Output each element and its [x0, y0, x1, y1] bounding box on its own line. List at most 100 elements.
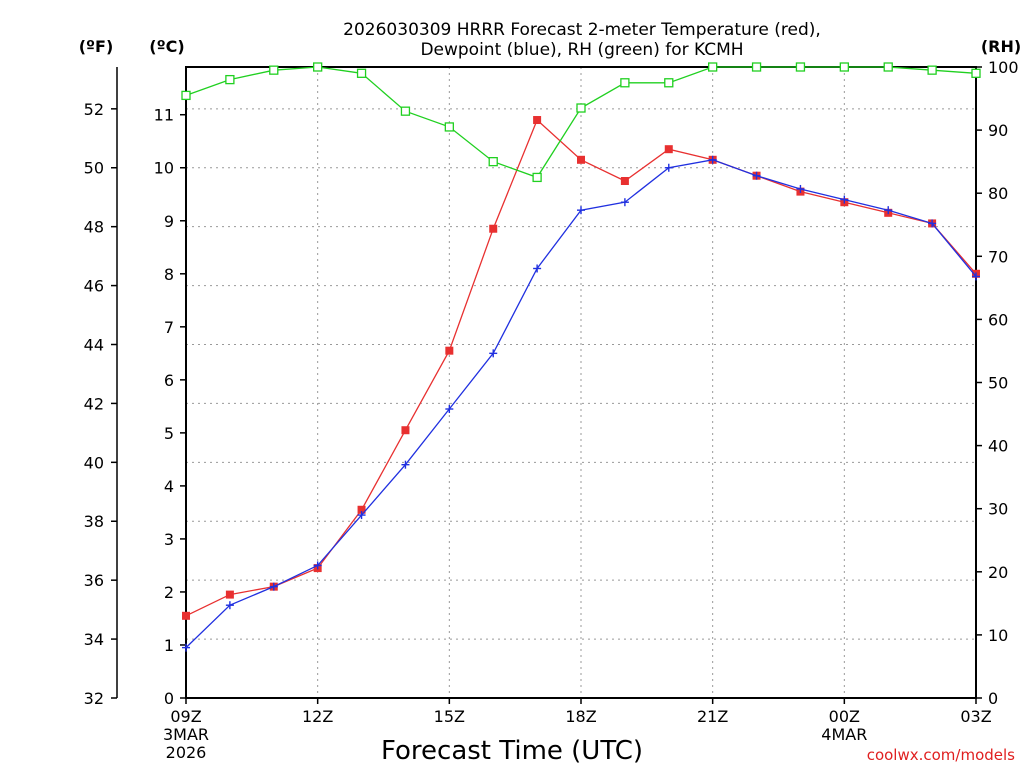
rh-point: [883, 62, 893, 72]
series-group: [181, 62, 981, 652]
dewpoint-point: [840, 195, 849, 204]
credit-text: coolwx.com/models: [867, 746, 1015, 764]
rh-point: [488, 156, 498, 167]
rh-point: [444, 122, 454, 132]
x-date-label: 4MAR: [821, 725, 867, 744]
fahrenheit-tick-label: 36: [84, 571, 104, 590]
fahrenheit-tick-label: 48: [84, 218, 104, 237]
fahrenheit-unit-label: (ºF): [79, 37, 114, 56]
dewpoint-point: [884, 206, 893, 215]
temperature-point: [182, 611, 190, 620]
rh-point: [971, 68, 981, 78]
rh-tick-label: 100: [988, 58, 1019, 77]
fahrenheit-tick-label: 40: [84, 453, 104, 472]
x-year-label: 2026: [166, 743, 207, 762]
x-tick-label: 15Z: [434, 707, 465, 726]
celsius-tick-label: 11: [154, 106, 174, 125]
dewpoint-point: [708, 155, 717, 164]
rh-point: [664, 78, 674, 88]
x-tick-label: 21Z: [697, 707, 728, 726]
fahrenheit-tick-label: 38: [84, 512, 104, 531]
x-tick-label: 03Z: [960, 707, 991, 726]
dewpoint-point: [489, 349, 498, 358]
rh-point: [708, 62, 718, 72]
celsius-tick-label: 0: [164, 689, 174, 708]
x-axis-label: Forecast Time (UTC): [381, 736, 643, 766]
fahrenheit-tick-label: 52: [84, 100, 104, 119]
rh-unit-label: (RH): [981, 37, 1021, 56]
x-tick-label: 09Z: [170, 707, 201, 726]
temperature-point: [401, 426, 410, 435]
chart-title-line2: Dewpoint (blue), RH (green) for KCMH: [420, 40, 743, 60]
rh-tick-label: 80: [988, 184, 1008, 203]
fahrenheit-tick-label: 32: [84, 689, 104, 708]
dewpoint-point: [664, 163, 673, 172]
rh-point: [927, 65, 937, 75]
celsius-tick-label: 3: [164, 530, 174, 549]
fahrenheit-tick-label: 42: [84, 394, 104, 413]
temperature-point: [445, 346, 454, 355]
celsius-tick-label: 10: [154, 159, 174, 178]
dewpoint-point: [269, 582, 278, 591]
rh-point: [751, 62, 762, 72]
dewpoint-point: [796, 184, 805, 193]
rh-point: [225, 74, 235, 85]
celsius-tick-label: 1: [164, 636, 174, 655]
chart-title-line1: 2026030309 HRRR Forecast 2-meter Tempera…: [343, 20, 821, 40]
rh-tick-label: 40: [988, 437, 1008, 456]
celsius-unit-label: (ºC): [149, 37, 184, 56]
x-tick-label: 18Z: [565, 707, 596, 726]
rh-tick-label: 10: [988, 626, 1008, 645]
dewpoint-point: [577, 206, 585, 215]
temperature-point: [533, 116, 542, 125]
rh-tick-label: 0: [988, 689, 998, 708]
x-date-label: 3MAR: [163, 725, 209, 744]
celsius-tick-label: 6: [164, 371, 174, 390]
dewpoint-point: [972, 272, 980, 281]
rh-tick-label: 70: [988, 247, 1008, 266]
dewpoint-point: [357, 511, 366, 520]
rh-point: [356, 68, 367, 78]
celsius-tick-label: 9: [164, 212, 174, 231]
axes: 3234363840424446485052012345678910110102…: [84, 58, 1019, 762]
fahrenheit-tick-label: 50: [84, 159, 104, 178]
rh-point: [795, 62, 806, 72]
plot-frame: [185, 66, 977, 699]
fahrenheit-tick-label: 44: [84, 335, 104, 354]
dewpoint-point: [533, 264, 542, 273]
rh-tick-label: 90: [988, 121, 1008, 140]
rh-tick-label: 50: [988, 374, 1008, 393]
temperature-point: [664, 145, 673, 154]
dewpoint-point: [752, 171, 761, 180]
celsius-tick-label: 5: [164, 424, 174, 443]
temperature-point: [489, 224, 498, 233]
dewpoint-point: [620, 198, 629, 207]
celsius-tick-label: 4: [164, 477, 174, 496]
rh-point: [839, 62, 849, 72]
rh-tick-label: 60: [988, 310, 1008, 329]
temperature-point: [620, 177, 629, 186]
x-tick-label: 00Z: [829, 707, 860, 726]
rh-point: [532, 172, 542, 183]
dewpoint-point: [225, 601, 234, 610]
temperature-point: [577, 155, 585, 164]
celsius-tick-label: 7: [164, 318, 174, 337]
dewpoint-point: [313, 561, 322, 570]
x-tick-label: 12Z: [302, 707, 333, 726]
fahrenheit-tick-label: 46: [84, 277, 104, 296]
rh-point: [269, 65, 279, 75]
celsius-tick-label: 8: [164, 265, 174, 284]
temperature-point: [357, 505, 366, 514]
rh-point: [400, 106, 411, 116]
rh-point: [620, 78, 630, 88]
dewpoint-point: [445, 405, 454, 414]
rh-point: [576, 103, 586, 113]
rh-tick-label: 20: [988, 563, 1008, 582]
fahrenheit-tick-label: 34: [84, 630, 104, 649]
temperature-point: [225, 590, 234, 599]
dewpoint-point: [401, 460, 410, 469]
rh-tick-label: 30: [988, 500, 1008, 519]
dewpoint-point: [182, 643, 190, 652]
celsius-tick-label: 2: [164, 583, 174, 602]
